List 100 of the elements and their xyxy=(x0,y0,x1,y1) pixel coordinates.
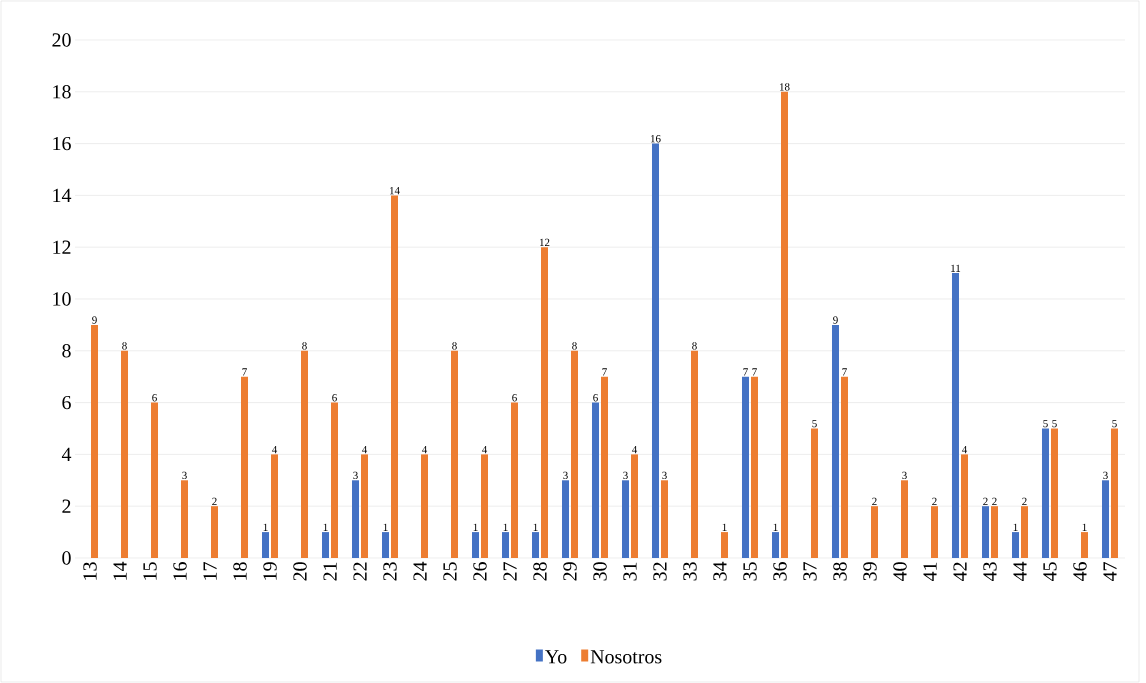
data-label: 7 xyxy=(752,368,757,376)
x-tick-label: 29 xyxy=(563,562,577,581)
bar xyxy=(571,350,578,558)
x-tick-label: 36 xyxy=(773,562,787,581)
bar xyxy=(951,273,959,558)
x-tick-label: 40 xyxy=(893,562,907,582)
data-label: 6 xyxy=(152,394,157,402)
bar xyxy=(1050,428,1058,558)
data-label: 7 xyxy=(743,368,748,376)
x-tick-label: 46 xyxy=(1073,562,1087,582)
x-tick-label: 22 xyxy=(353,562,367,581)
bar xyxy=(502,532,509,558)
bar xyxy=(532,532,539,558)
data-label: 1 xyxy=(473,523,478,531)
bar xyxy=(1020,506,1028,558)
x-tick-label: 47 xyxy=(1103,562,1117,582)
data-label: 1 xyxy=(1082,523,1087,531)
data-label: 3 xyxy=(662,471,667,480)
bar xyxy=(472,532,479,558)
data-label: 11 xyxy=(951,264,961,272)
data-label: 1 xyxy=(323,523,328,531)
data-label: 2 xyxy=(983,497,988,505)
bar xyxy=(652,143,659,558)
bar xyxy=(301,350,308,558)
bar xyxy=(121,350,129,558)
data-label: 3 xyxy=(182,471,187,480)
bar xyxy=(781,91,788,558)
data-label: 6 xyxy=(512,394,517,402)
x-tick-label: 31 xyxy=(623,562,637,581)
data-label: 5 xyxy=(812,420,817,428)
x-tick-label: 43 xyxy=(983,562,997,582)
data-label: 8 xyxy=(692,342,697,350)
bar xyxy=(451,350,458,558)
x-tick-label: 17 xyxy=(203,562,217,580)
x-tick-label: 30 xyxy=(593,562,607,581)
data-label: 7 xyxy=(602,368,607,376)
bar xyxy=(511,402,518,558)
bar xyxy=(331,402,338,558)
y-tick-label: 18 xyxy=(53,85,71,99)
y-tick-label: 8 xyxy=(62,344,71,358)
data-label: 5 xyxy=(1052,420,1057,428)
bar xyxy=(990,506,998,558)
bar xyxy=(151,402,159,558)
bar xyxy=(361,454,368,558)
bar xyxy=(91,324,99,558)
bar xyxy=(870,506,878,558)
data-label: 1 xyxy=(1013,523,1018,531)
data-label: 1 xyxy=(503,523,508,531)
data-label: 2 xyxy=(992,497,997,505)
bar xyxy=(262,532,270,558)
x-tick-label: 24 xyxy=(413,561,427,581)
bar xyxy=(960,454,968,558)
data-label: 8 xyxy=(302,342,307,350)
data-label: 12 xyxy=(539,238,550,246)
data-label: 9 xyxy=(833,316,838,324)
bar xyxy=(1110,428,1118,558)
bar xyxy=(691,350,698,558)
data-label: 6 xyxy=(332,394,337,402)
bar xyxy=(382,532,389,558)
bar xyxy=(721,532,728,558)
x-tick-label: 25 xyxy=(443,562,457,581)
data-label: 8 xyxy=(572,342,577,350)
bar xyxy=(1080,532,1088,558)
data-label: 2 xyxy=(872,497,877,505)
bar xyxy=(322,532,329,558)
bar xyxy=(391,195,398,558)
data-label: 16 xyxy=(650,135,661,143)
data-label: 18 xyxy=(779,83,790,91)
x-tick-label: 39 xyxy=(863,562,877,581)
x-tick-label: 27 xyxy=(503,562,517,581)
data-label: 2 xyxy=(212,497,217,505)
bar xyxy=(562,480,569,558)
bar xyxy=(481,454,488,558)
x-tick-label: 45 xyxy=(1043,562,1057,582)
data-label: 3 xyxy=(1103,471,1108,480)
bar xyxy=(751,376,758,558)
bar xyxy=(592,402,599,558)
bar xyxy=(352,480,359,558)
data-label: 2 xyxy=(1022,497,1027,505)
bar xyxy=(241,376,249,558)
bar xyxy=(661,480,668,558)
bar xyxy=(930,506,938,558)
legend-label: Nosotros xyxy=(590,650,662,664)
x-tick-label: 28 xyxy=(533,562,547,581)
bar xyxy=(772,532,779,558)
bar xyxy=(1101,480,1109,558)
x-tick-label: 21 xyxy=(323,562,337,581)
bar xyxy=(181,480,189,558)
y-tick-label: 2 xyxy=(62,499,71,513)
data-label: 3 xyxy=(623,471,628,480)
x-tick-label: 16 xyxy=(173,562,187,580)
data-label: 3 xyxy=(563,471,568,480)
data-label: 4 xyxy=(361,445,368,454)
x-tick-label: 13 xyxy=(83,562,97,580)
data-label: 9 xyxy=(92,316,97,324)
bar xyxy=(900,480,908,558)
data-label: 5 xyxy=(1112,420,1117,428)
bar xyxy=(742,376,749,558)
x-tick-label: 23 xyxy=(383,562,397,581)
data-label: 4 xyxy=(631,445,638,454)
